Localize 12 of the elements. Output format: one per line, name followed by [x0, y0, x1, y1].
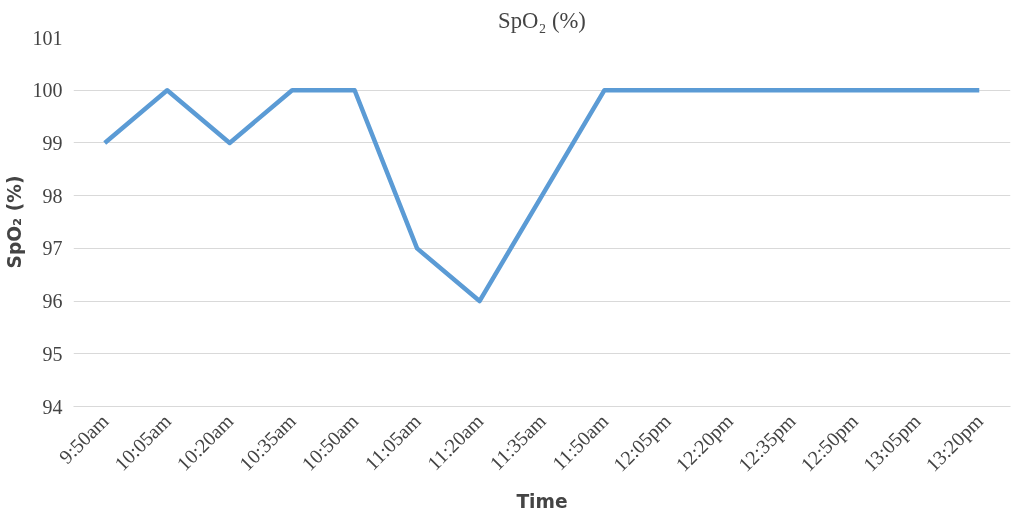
y-tick-label: 95	[42, 342, 63, 365]
y-tick-label: 100	[32, 79, 63, 102]
y-tick-label: 97	[42, 237, 63, 260]
y-tick-label: 98	[42, 184, 63, 207]
y-tick-label: 101	[32, 26, 63, 49]
x-axis-title: Time	[516, 491, 568, 513]
chart-title: SpO₂ (%)	[498, 7, 586, 33]
y-tick-label: 99	[42, 131, 63, 154]
y-tick-label: 94	[42, 395, 63, 418]
line-series	[102, 87, 982, 304]
y-axis-title: SpO₂ (%)	[3, 175, 25, 269]
y-tick-label: 96	[42, 290, 63, 313]
